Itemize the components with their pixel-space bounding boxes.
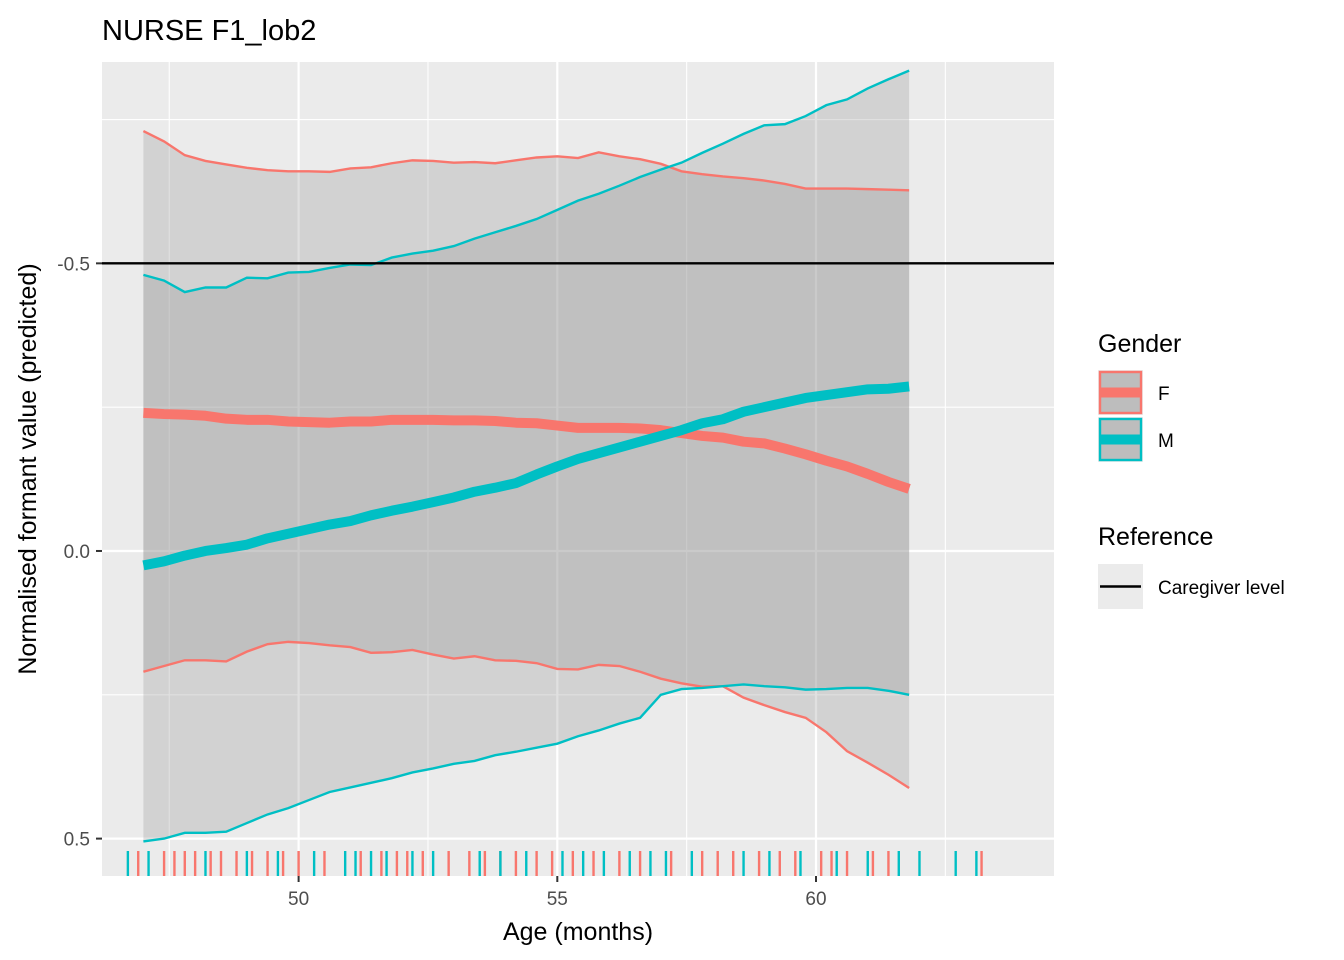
x-tick-label: 60 bbox=[805, 889, 826, 910]
legend: Gender F M Reference Caregiver level bbox=[1098, 330, 1285, 609]
bound-lower-F bbox=[142, 129, 910, 192]
y-axis: -0.5 0.0 0.5 bbox=[57, 254, 102, 851]
bound-lower-M bbox=[143, 69, 910, 294]
x-axis: 50 55 60 bbox=[288, 876, 827, 910]
y-axis-label: Normalised formant value (predicted) bbox=[14, 263, 42, 674]
legend-label-caregiver-level: Caregiver level bbox=[1158, 578, 1285, 599]
legend-label-M: M bbox=[1158, 431, 1174, 452]
series-lines bbox=[142, 381, 911, 571]
legend-reference-title: Reference bbox=[1098, 523, 1213, 551]
band-F bbox=[143, 131, 910, 788]
legend-gender-title: Gender bbox=[1098, 330, 1181, 358]
series-line-F bbox=[143, 407, 911, 494]
y-tick-label: 0.0 bbox=[64, 542, 90, 563]
series-line-M bbox=[142, 381, 910, 571]
plot-panel bbox=[102, 62, 1054, 876]
legend-label-F: F bbox=[1158, 384, 1170, 405]
confidence-bounds bbox=[142, 69, 910, 843]
rug-marks bbox=[126, 851, 983, 876]
y-tick-label: 0.5 bbox=[64, 830, 90, 851]
bound-upper-M bbox=[143, 683, 910, 843]
x-axis-label: Age (months) bbox=[503, 918, 653, 946]
bound-upper-F bbox=[143, 640, 910, 789]
chart-title: NURSE F1_lob2 bbox=[102, 15, 316, 47]
y-tick-label: -0.5 bbox=[57, 254, 90, 275]
x-tick-label: 50 bbox=[288, 889, 309, 910]
x-tick-label: 55 bbox=[547, 889, 568, 910]
